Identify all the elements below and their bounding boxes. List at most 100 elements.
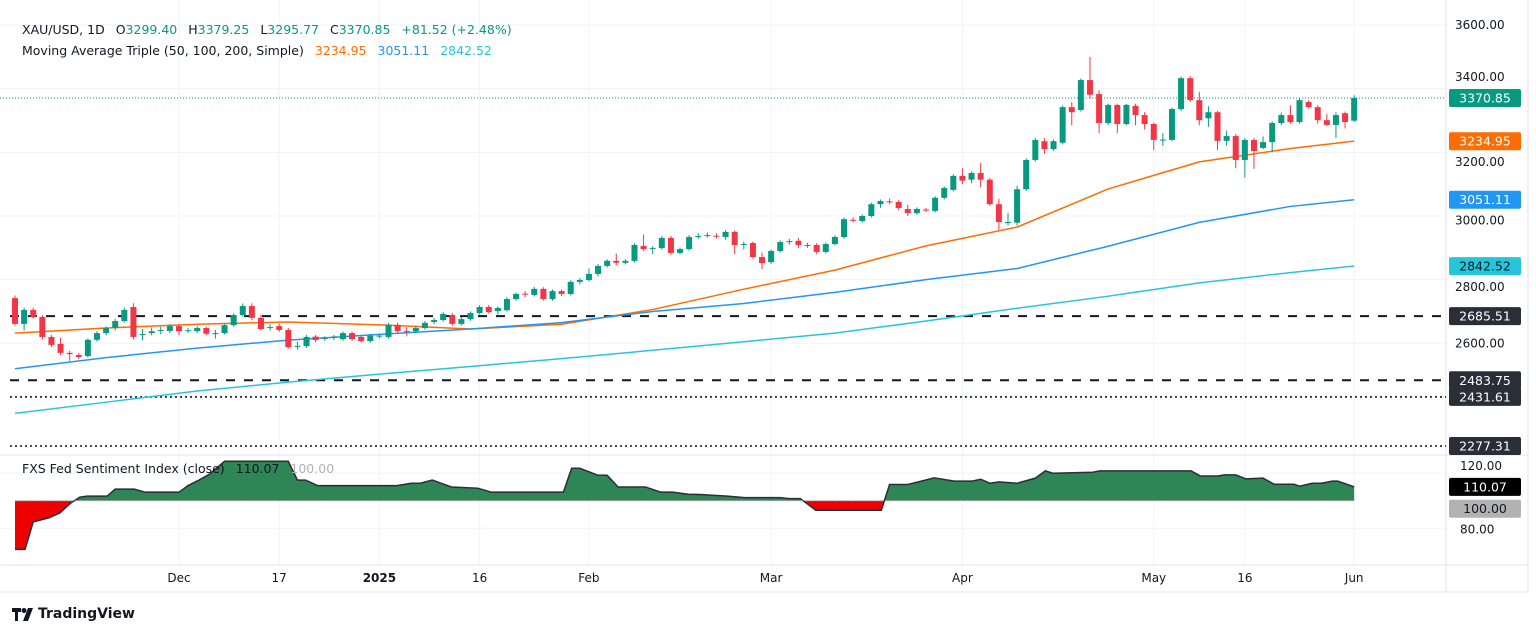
candle-body (895, 201, 902, 209)
candle-body (1032, 139, 1039, 160)
candle-body (1132, 105, 1139, 116)
time-tick-label: Mar (760, 571, 783, 585)
candle-body (285, 329, 292, 348)
badge-text: 110.07 (1463, 479, 1507, 494)
candle (449, 313, 456, 326)
candle-body (1305, 102, 1312, 108)
candle-body (1314, 107, 1321, 121)
candle (1086, 56, 1093, 99)
candle-body (567, 281, 574, 294)
candle-body (704, 235, 711, 237)
badge-bg (1449, 477, 1521, 496)
time-tick-label: 16 (472, 571, 487, 585)
candle (904, 204, 911, 216)
candle-body (30, 309, 37, 317)
level-badge: 2277.31 (1449, 437, 1521, 456)
candle-body (1269, 123, 1276, 143)
candle (212, 329, 219, 339)
candle (695, 233, 702, 239)
candle-body (677, 249, 684, 253)
candle-body (75, 355, 82, 357)
candle-body (1205, 112, 1212, 119)
candle (667, 235, 674, 255)
candle-body (986, 179, 993, 205)
candle (859, 214, 866, 223)
candle (522, 291, 529, 298)
badge-bg (1449, 437, 1521, 456)
candle (139, 328, 146, 341)
sentiment-line (15, 460, 1355, 551)
candle (367, 333, 374, 343)
candle (1114, 103, 1121, 134)
candle (1105, 103, 1112, 126)
candle-body (822, 243, 829, 252)
candle (923, 208, 929, 213)
candle (185, 328, 192, 333)
candle-body (859, 215, 866, 222)
time-tick-label: May (1141, 571, 1166, 585)
candle-body (476, 307, 483, 314)
candle-body (12, 298, 18, 324)
candle-body (230, 314, 237, 326)
badge-text: 2277.31 (1459, 439, 1511, 454)
candle (1305, 100, 1312, 109)
candle (1332, 112, 1339, 138)
time-tick-label: Jun (1344, 571, 1364, 585)
candle-body (1150, 123, 1157, 140)
candle (203, 326, 210, 336)
candle (1077, 78, 1084, 112)
candle-body (185, 330, 192, 332)
candle (30, 307, 37, 319)
candle-body (257, 317, 264, 329)
candle-body (403, 330, 410, 332)
candle (959, 168, 966, 185)
candle (385, 322, 392, 339)
candle-body (595, 265, 602, 274)
candle (649, 246, 656, 255)
candle (1250, 137, 1257, 169)
candle-body (1077, 80, 1084, 110)
badge-bg (1449, 499, 1521, 518)
candle-body (795, 240, 802, 245)
candle (595, 264, 602, 277)
candle (1223, 130, 1230, 146)
candle (613, 253, 620, 266)
candle (549, 289, 556, 301)
candle-body (731, 231, 738, 245)
candle (786, 238, 793, 245)
candle (121, 307, 128, 323)
candle (640, 234, 647, 251)
candle (267, 324, 274, 331)
high-label: H (188, 22, 198, 37)
candle-body (1159, 139, 1166, 141)
time-tick-label: 17 (272, 571, 287, 585)
sentiment-tick-label: 120.00 (1460, 459, 1502, 473)
candle-body (467, 313, 474, 320)
candle-body (148, 331, 155, 334)
candle (1278, 112, 1285, 125)
ohlc-open: O3299.40 (116, 22, 178, 37)
candle-body (995, 204, 1002, 223)
candle-body (39, 316, 46, 337)
open-value: 3299.40 (125, 22, 178, 37)
candle-body (540, 288, 547, 300)
candle (686, 235, 693, 251)
candle (1141, 112, 1148, 130)
badge-bg (1449, 132, 1521, 151)
low-value: 3295.77 (267, 22, 319, 37)
candle (567, 280, 574, 296)
candle-body (923, 209, 929, 211)
candle-body (203, 328, 210, 334)
candle-body (66, 352, 73, 355)
candle (1196, 91, 1203, 126)
ohlc-low: L3295.77 (260, 22, 319, 37)
candle-body (175, 326, 182, 332)
candle (1168, 107, 1175, 142)
candle (1123, 103, 1130, 126)
candle (977, 162, 984, 188)
price-tick-label: 3600.00 (1455, 18, 1505, 32)
tradingview-logo[interactable]: TradingView (12, 606, 135, 622)
candle (1351, 95, 1358, 122)
candle (130, 303, 137, 340)
